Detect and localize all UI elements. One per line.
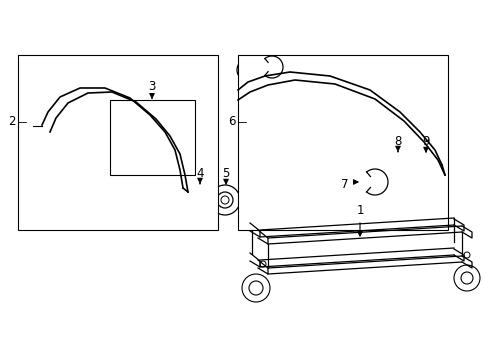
Text: 5: 5: [222, 167, 229, 180]
Text: 7: 7: [340, 179, 347, 192]
Bar: [238, 55, 447, 230]
Bar: [18, 55, 218, 230]
Bar: [110, 100, 195, 175]
Text: 6: 6: [227, 116, 235, 129]
Text: 8: 8: [393, 135, 401, 148]
Text: 4: 4: [196, 167, 203, 180]
Text: 2: 2: [8, 116, 16, 129]
Text: 9: 9: [421, 135, 429, 148]
Text: 3: 3: [148, 80, 155, 93]
Text: 1: 1: [356, 204, 363, 217]
